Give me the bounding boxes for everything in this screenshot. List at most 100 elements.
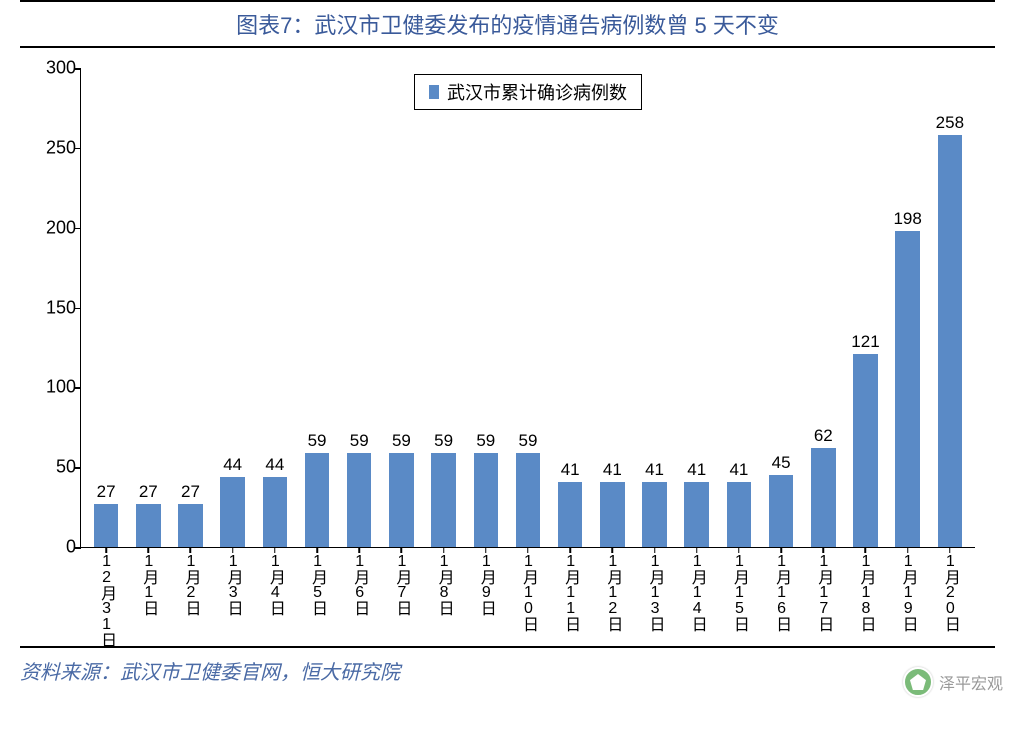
bar-group: 411月12日 (591, 68, 633, 547)
bar-value-label: 258 (936, 113, 964, 133)
bar-value-label: 41 (729, 460, 748, 480)
y-tick-mark (75, 547, 81, 549)
bar-value-label: 59 (308, 431, 327, 451)
bar-value-label: 59 (350, 431, 369, 451)
bar-group: 591月7日 (380, 68, 422, 547)
bar-value-label: 59 (476, 431, 495, 451)
y-tick-mark (75, 308, 81, 310)
bar (220, 477, 244, 547)
y-tick-label: 150 (31, 297, 76, 318)
bar-value-label: 62 (814, 426, 833, 446)
bar (853, 354, 877, 547)
bar-group: 271月2日 (169, 68, 211, 547)
bar-value-label: 121 (851, 332, 879, 352)
bar (600, 482, 624, 547)
x-tick-label: 1月4日 (263, 553, 287, 615)
wechat-icon (903, 667, 933, 697)
bar (305, 453, 329, 547)
x-tick-label: 1月13日 (643, 553, 667, 631)
y-tick-label: 50 (31, 457, 76, 478)
bar (811, 448, 835, 547)
x-tick-label: 1月15日 (727, 553, 751, 631)
bar-group: 591月8日 (423, 68, 465, 547)
chart-area: 武汉市累计确诊病例数 2712月31日271月1日271月2日441月3日441… (20, 58, 995, 638)
bar (263, 477, 287, 547)
watermark-text: 泽平宏观 (939, 670, 1003, 694)
x-tick-label: 1月10日 (516, 553, 540, 631)
bar (558, 482, 582, 547)
bar (516, 453, 540, 547)
bar-group: 591月5日 (296, 68, 338, 547)
x-tick-label: 1月6日 (347, 553, 371, 615)
x-tick-label: 1月18日 (853, 553, 877, 631)
bar-group: 441月4日 (254, 68, 296, 547)
x-tick-label: 1月2日 (178, 553, 202, 615)
y-tick-mark (75, 228, 81, 230)
x-tick-label: 1月17日 (811, 553, 835, 631)
y-tick-label: 250 (31, 137, 76, 158)
bar-group: 2581月20日 (929, 68, 971, 547)
bar-group: 411月15日 (718, 68, 760, 547)
plot-region: 武汉市累计确诊病例数 2712月31日271月1日271月2日441月3日441… (80, 68, 975, 548)
y-tick-label: 200 (31, 217, 76, 238)
y-tick-mark (75, 387, 81, 389)
bar-group: 1981月19日 (887, 68, 929, 547)
bar-group: 271月1日 (127, 68, 169, 547)
bar-value-label: 45 (772, 453, 791, 473)
bar-group: 411月11日 (549, 68, 591, 547)
bar (474, 453, 498, 547)
bar-value-label: 27 (139, 482, 158, 502)
x-tick-label: 1月8日 (432, 553, 456, 615)
x-tick-label: 1月3日 (221, 553, 245, 615)
x-tick-label: 1月1日 (136, 553, 160, 615)
bar (727, 482, 751, 547)
x-tick-label: 1月16日 (769, 553, 793, 631)
bar (684, 482, 708, 547)
y-tick-mark (75, 68, 81, 70)
y-tick-label: 0 (31, 537, 76, 558)
bar (938, 135, 962, 547)
bar-value-label: 41 (645, 460, 664, 480)
bar-value-label: 27 (181, 482, 200, 502)
bar (178, 504, 202, 547)
bar-value-label: 59 (392, 431, 411, 451)
bar-value-label: 41 (687, 460, 706, 480)
bar-value-label: 27 (97, 482, 116, 502)
bar-group: 411月13日 (633, 68, 675, 547)
bar-value-label: 59 (519, 431, 538, 451)
bar-group: 621月17日 (802, 68, 844, 547)
bar-group: 2712月31日 (85, 68, 127, 547)
bar-group: 591月9日 (465, 68, 507, 547)
bar-value-label: 198 (893, 209, 921, 229)
bar-value-label: 41 (603, 460, 622, 480)
bar-group: 1211月18日 (844, 68, 886, 547)
bar (347, 453, 371, 547)
bar (431, 453, 455, 547)
x-tick-label: 1月20日 (938, 553, 962, 631)
bar-value-label: 41 (561, 460, 580, 480)
bar (136, 504, 160, 547)
bar (389, 453, 413, 547)
y-tick-mark (75, 148, 81, 150)
chart-title: 图表7：武汉市卫健委发布的疫情通告病例数曾 5 天不变 (20, 0, 995, 48)
y-tick-mark (75, 467, 81, 469)
bar-value-label: 44 (265, 455, 284, 475)
bar-group: 451月16日 (760, 68, 802, 547)
bar (769, 475, 793, 547)
bar-value-label: 59 (434, 431, 453, 451)
x-tick-label: 12月31日 (94, 553, 118, 647)
x-tick-label: 1月11日 (558, 553, 582, 631)
y-tick-label: 300 (31, 58, 76, 79)
source-text: 资料来源：武汉市卫健委官网，恒大研究院 (20, 646, 995, 685)
x-tick-label: 1月19日 (896, 553, 920, 631)
x-tick-label: 1月14日 (685, 553, 709, 631)
bar-value-label: 44 (223, 455, 242, 475)
x-tick-label: 1月12日 (600, 553, 624, 631)
bar-group: 441月3日 (212, 68, 254, 547)
bar-group: 591月6日 (338, 68, 380, 547)
x-tick-label: 1月7日 (389, 553, 413, 615)
bar (895, 231, 919, 547)
x-tick-label: 1月5日 (305, 553, 329, 615)
bar-group: 411月14日 (676, 68, 718, 547)
bar-group: 591月10日 (507, 68, 549, 547)
